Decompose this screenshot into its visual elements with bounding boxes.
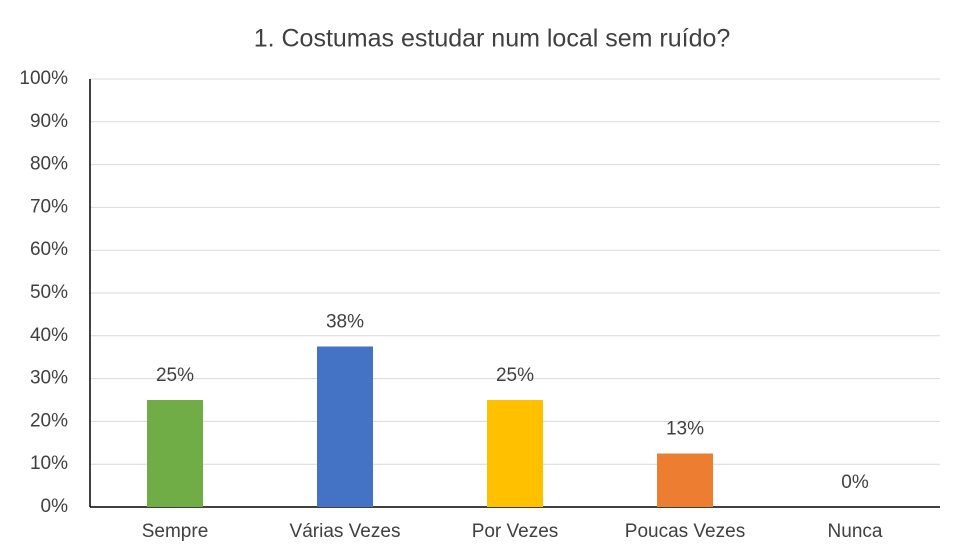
- bar: [147, 400, 203, 507]
- value-label: 25%: [156, 365, 194, 386]
- x-tick-label: Sempre: [142, 521, 209, 542]
- y-tick-label: 20%: [30, 410, 68, 431]
- bar: [657, 453, 713, 507]
- y-tick-label: 80%: [30, 154, 68, 175]
- y-tick-label: 60%: [30, 239, 68, 260]
- value-label: 38%: [326, 312, 364, 333]
- y-tick-label: 30%: [30, 368, 68, 389]
- chart-title: 1. Costumas estudar num local sem ruído?: [254, 25, 731, 53]
- x-tick-label: Poucas Vezes: [625, 521, 745, 542]
- y-tick-label: 50%: [30, 282, 68, 303]
- x-tick-label: Por Vezes: [472, 521, 559, 542]
- value-label: 25%: [496, 365, 534, 386]
- y-tick-label: 10%: [30, 453, 68, 474]
- y-tick-label: 90%: [30, 111, 68, 132]
- y-tick-label: 40%: [30, 325, 68, 346]
- value-label: 0%: [841, 472, 869, 493]
- bar: [317, 346, 373, 507]
- y-tick-label: 70%: [30, 196, 68, 217]
- value-label: 13%: [666, 419, 704, 440]
- y-tick-label: 100%: [19, 68, 68, 89]
- y-tick-label: 0%: [41, 496, 69, 517]
- x-tick-label: Várias Vezes: [290, 521, 401, 542]
- x-tick-label: Nunca: [828, 521, 883, 542]
- bar: [487, 400, 543, 507]
